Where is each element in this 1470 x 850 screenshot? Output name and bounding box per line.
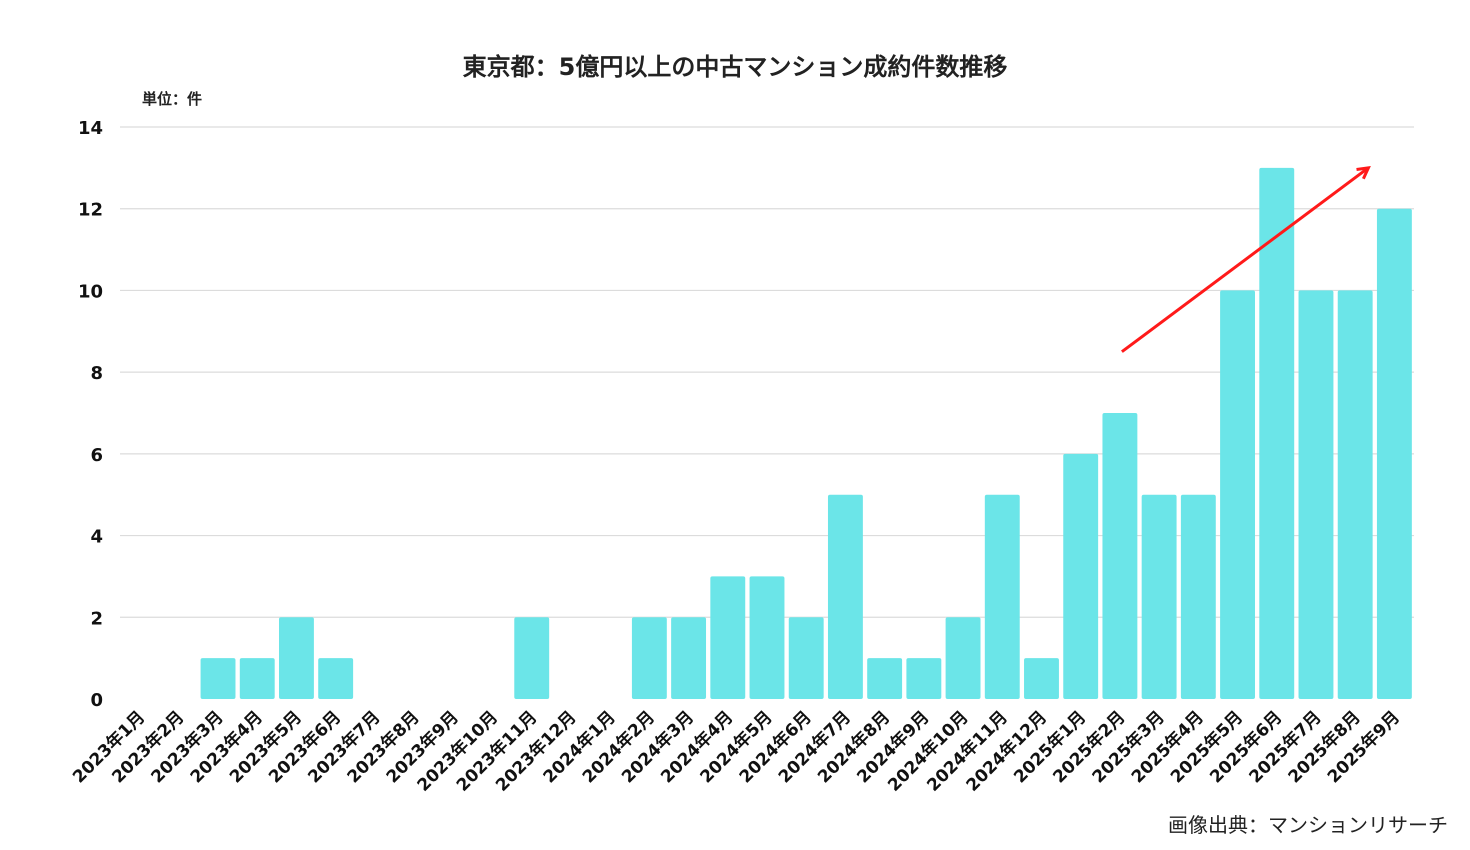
bar — [788, 617, 824, 699]
y-tick-label: 6 — [90, 445, 103, 466]
bar — [1102, 413, 1138, 699]
bar — [671, 617, 707, 699]
source-credit: 画像出典：マンションリサーチ — [1168, 813, 1448, 837]
bar — [239, 658, 275, 699]
bar — [279, 617, 314, 699]
bar — [749, 576, 785, 699]
y-tick-label: 8 — [90, 363, 103, 384]
bar — [710, 576, 746, 699]
y-tick-label: 2 — [90, 608, 103, 629]
bar — [1024, 658, 1059, 699]
unit-label: 単位：件 — [142, 90, 202, 108]
bar — [945, 617, 981, 699]
y-tick-label: 12 — [78, 200, 103, 221]
bar — [906, 658, 942, 699]
y-tick-label: 14 — [78, 118, 103, 139]
bar — [200, 658, 236, 699]
bar — [514, 617, 550, 699]
bar — [827, 494, 863, 699]
bar — [1141, 494, 1177, 699]
bar — [984, 494, 1020, 699]
bar — [1376, 208, 1412, 699]
y-tick-label: 0 — [90, 690, 103, 711]
arrow-head-icon — [1356, 165, 1371, 180]
bar — [1259, 167, 1295, 699]
bar — [1220, 290, 1255, 699]
bar — [1063, 453, 1099, 699]
bar — [1337, 290, 1373, 699]
y-tick-label: 4 — [90, 527, 103, 548]
bar — [1180, 494, 1216, 699]
y-tick-label: 10 — [78, 281, 103, 302]
chart-title: 東京都：5億円以上の中古マンション成約件数推移 — [463, 53, 1008, 81]
bar — [318, 658, 354, 699]
bar — [1298, 290, 1334, 699]
bar — [867, 658, 903, 699]
trend-arrow — [1121, 166, 1370, 353]
bar — [631, 617, 667, 699]
